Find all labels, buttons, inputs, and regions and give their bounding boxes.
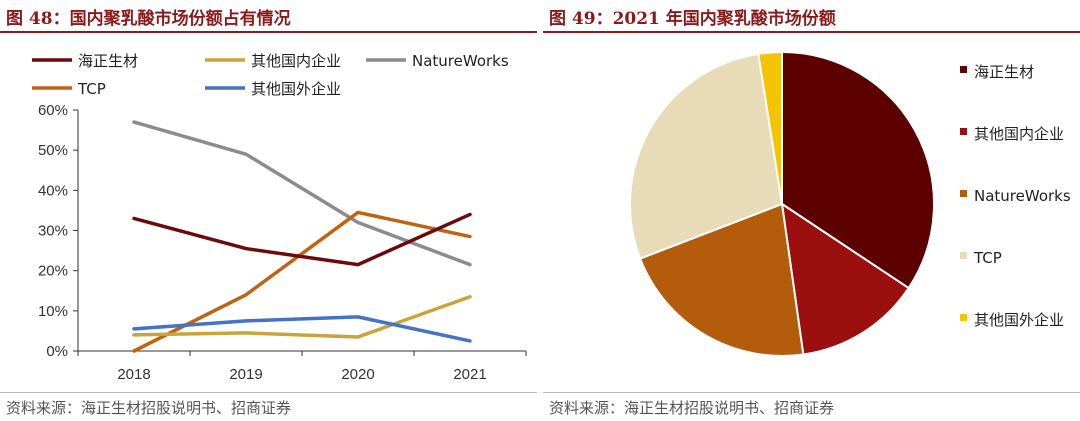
line-chart-panel: 图 48：国内聚乳酸市场份额占有情况 0% 10% 20% 30% 40% 50% 60% 2… [0,0,537,421]
series-line [132,315,472,343]
y-tick-label: 10% [38,303,68,320]
title-rule [543,31,1080,33]
figure-49-title: 图 49：2021 年国内聚乳酸市场份额 [549,9,836,29]
y-tick-label: 0% [46,343,68,360]
legend-label: 其他国内企业 [251,52,341,70]
series-line [132,212,472,267]
legend-label: NatureWorks [412,52,509,70]
line-chart: 0% 10% 20% 30% 40% 50% 60% 2018 2019 2020 2021 海正生材… [32,52,527,383]
legend-label: 海正生材 [78,52,138,70]
series-line [132,120,472,267]
source-note: 资料来源：海正生材招股说明书、招商证券 [549,399,835,417]
source-rule [0,392,537,393]
legend-swatch [960,252,967,259]
legend-label: NatureWorks [974,187,1071,205]
figure-48-title: 图 48：国内聚乳酸市场份额占有情况 [6,9,291,29]
pie-slice [757,50,783,205]
legend-label: TCP [77,80,106,98]
legend-label: 其他国外企业 [974,311,1064,329]
y-tick-label: 60% [38,102,68,119]
x-tick-label: 2018 [117,366,150,383]
legend-label: 海正生材 [974,63,1034,81]
x-tick-label: 2019 [229,366,262,383]
legend-swatch [960,190,967,197]
legend-swatch [960,128,967,135]
legend-swatch [960,314,967,321]
y-tick-label: 30% [38,223,68,240]
pie-slice [629,52,784,260]
legend-label: 其他国外企业 [251,80,341,98]
y-tick-label: 20% [38,263,68,280]
x-tick-label: 2021 [453,366,486,383]
legend-label: TCP [973,249,1002,267]
legend-label: 其他国内企业 [974,125,1064,143]
source-rule [543,392,1080,393]
x-tick-label: 2020 [341,366,374,383]
series-line [132,295,472,339]
title-rule [0,31,537,33]
pie-chart-panel: 图 49：2021 年国内聚乳酸市场份额 海正生材其他国内企业 NatureWor… [543,0,1080,421]
pie-slice [638,202,805,357]
legend-swatch [960,66,967,73]
y-tick-label: 40% [38,182,68,199]
series-line [132,210,472,353]
source-note: 资料来源：海正生材招股说明书、招商证券 [6,399,292,417]
pie-slice [780,201,911,356]
y-tick-label: 50% [38,142,68,159]
